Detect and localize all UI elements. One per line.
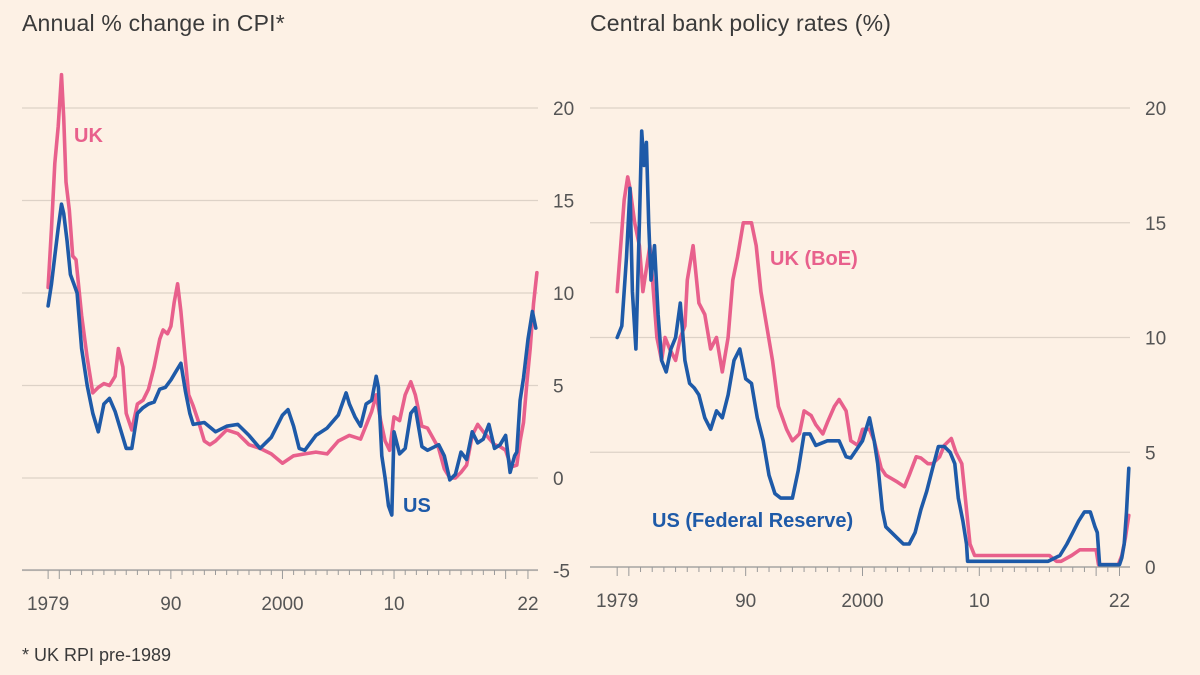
cpi-ytick-label: 15	[553, 192, 574, 213]
cpi-xtick-label: 2000	[261, 594, 303, 615]
chart-title-policy-rates: Central bank policy rates (%)	[590, 10, 892, 36]
rates-series-us-federal-reserve	[615, 129, 1131, 567]
cpi-xtick-label: 10	[383, 594, 404, 615]
rates-series-uk-boe	[615, 175, 1131, 567]
cpi-ytick-label: 0	[553, 469, 564, 490]
rates-ytick-label: 20	[1145, 99, 1166, 120]
cpi-ytick-label: -5	[553, 562, 570, 583]
cpi-ytick-label: 10	[553, 284, 574, 305]
chart-title-cpi: Annual % change in CPI*	[22, 10, 285, 36]
rates-ytick-label: 15	[1145, 214, 1166, 235]
cpi-series-label: UK	[74, 125, 103, 147]
cpi-series-us	[46, 202, 538, 517]
rates-series-label: UK (BoE)	[770, 248, 858, 270]
cpi-xtick-label: 90	[160, 594, 181, 615]
rates-xtick-label: 2000	[841, 591, 883, 612]
rates-xtick-label: 90	[735, 591, 756, 612]
rates-xtick-label: 10	[969, 591, 990, 612]
rates-xtick-label: 22	[1109, 591, 1130, 612]
rates-xtick-label: 1979	[596, 591, 638, 612]
rates-ytick-label: 0	[1145, 558, 1156, 579]
rates-ytick-label: 10	[1145, 329, 1166, 350]
cpi-xtick-label: 1979	[27, 594, 69, 615]
cpi-xtick-label: 22	[517, 594, 538, 615]
rates-ytick-label: 5	[1145, 443, 1156, 464]
footnote: * UK RPI pre-1989	[22, 645, 172, 665]
rates-series-label: US (Federal Reserve)	[652, 510, 853, 532]
cpi-ytick-label: 20	[553, 99, 574, 120]
cpi-ytick-label: 5	[553, 377, 564, 398]
cpi-series-label: US	[403, 495, 431, 517]
